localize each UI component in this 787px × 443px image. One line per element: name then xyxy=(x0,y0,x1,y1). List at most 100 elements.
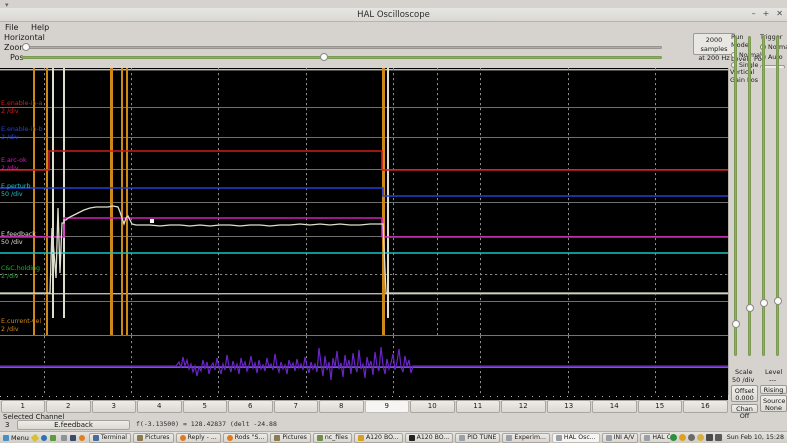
channel-tab-3[interactable]: 3 xyxy=(91,400,136,413)
system-tray: Sun Feb 10, 15:28 xyxy=(669,434,787,441)
offset-button[interactable]: Offset 0.000 xyxy=(731,385,758,402)
window-icon xyxy=(316,434,323,441)
taskbar-window-terminal[interactable]: Terminal xyxy=(88,432,132,443)
vertical-gain-track[interactable] xyxy=(734,36,737,356)
window-icon xyxy=(92,434,99,441)
taskbar-window-hal-osc[interactable]: HAL Osc... xyxy=(551,432,600,443)
tray-user-icon[interactable] xyxy=(696,434,704,441)
tray-network-icon[interactable] xyxy=(714,434,722,441)
channel-tab-6[interactable]: 6 xyxy=(228,400,273,413)
chan-off-button[interactable]: Chan Off xyxy=(731,404,758,420)
pencil-icon[interactable] xyxy=(30,433,40,442)
trace-feedback xyxy=(0,205,728,294)
offset-label: Offset xyxy=(734,387,755,395)
tray-disk-icon[interactable] xyxy=(687,434,695,441)
tray-bell-icon[interactable] xyxy=(678,434,686,441)
taskbar-window-ini-av[interactable]: INI A/V xyxy=(601,432,639,443)
channel-tab-11[interactable]: 11 xyxy=(455,400,500,413)
channel-tab-13[interactable]: 13 xyxy=(546,400,591,413)
channel-tab-16[interactable]: 16 xyxy=(683,400,728,413)
selected-channel-row: Selected Channel 3 E.feedback f(-3.13500… xyxy=(0,413,728,431)
trigger-level-label: Level xyxy=(731,55,749,63)
channel-label-holding[interactable]: C&C.holding 2 /div xyxy=(1,265,41,280)
taskbar-window-pictures-2[interactable]: Pictures xyxy=(270,432,311,443)
channel-tab-strip[interactable]: 1 2 3 4 5 6 7 8 9 10 11 12 13 14 15 16 xyxy=(0,400,728,413)
source-label: Source xyxy=(763,397,786,405)
terminal-icon[interactable] xyxy=(69,434,76,441)
globe-icon[interactable] xyxy=(40,434,47,441)
channel-tab-1[interactable]: 1 xyxy=(0,400,45,413)
trigger-pos-knob[interactable] xyxy=(773,297,782,305)
tray-update-icon[interactable] xyxy=(669,434,677,441)
menu-item-file[interactable]: File xyxy=(5,23,19,32)
channel-tab-2[interactable]: 2 xyxy=(46,400,91,413)
channel-tab-10[interactable]: 10 xyxy=(410,400,455,413)
desktop-top-strip xyxy=(0,0,787,8)
sample-rate-box[interactable]: 2000 samples at 200 Hz xyxy=(693,33,735,62)
selected-channel-title: Selected Channel xyxy=(3,413,65,421)
title-bar: ▾ HAL Oscilloscope – + ✕ xyxy=(0,1,787,22)
window-icon xyxy=(506,434,513,441)
window-menu-arrow-icon[interactable]: ▾ xyxy=(5,1,9,9)
minimize-icon[interactable]: – xyxy=(751,9,756,18)
channel-label-enable-in-a[interactable]: E.enable-in-a 2 /div xyxy=(1,100,43,115)
start-menu-icon[interactable] xyxy=(3,434,9,441)
vertical-pos-track[interactable] xyxy=(748,36,751,356)
taskbar-window-pid-tune[interactable]: PID TUNE xyxy=(455,432,501,443)
trigger-pos-track[interactable] xyxy=(776,36,779,356)
taskbar-window-a120bo-1[interactable]: A120 BO... xyxy=(353,432,403,443)
taskbar-window-a120bo-2[interactable]: A120 BO... xyxy=(404,432,454,443)
channel-label-feedback[interactable]: E.feedback 50 /div xyxy=(1,231,36,246)
scope-lower-pane[interactable] xyxy=(0,336,728,395)
trigger-source-button[interactable]: Source None xyxy=(760,395,787,412)
close-icon[interactable]: ✕ xyxy=(776,9,783,18)
window-icon xyxy=(644,434,651,441)
taskbar-clock[interactable]: Sun Feb 10, 15:28 xyxy=(726,434,784,441)
horizontal-title: Horizontal xyxy=(4,33,45,42)
channel-tab-5[interactable]: 5 xyxy=(182,400,227,413)
tray-volume-icon[interactable] xyxy=(705,434,713,441)
trace-feedback-edges xyxy=(52,68,389,318)
channel-label-arc-ok[interactable]: E.arc-ok 2 /div xyxy=(1,157,27,172)
menu-bar: File Help xyxy=(0,22,787,33)
trigger-edge-button[interactable]: Rising xyxy=(760,385,787,394)
channel-tab-4[interactable]: 4 xyxy=(137,400,182,413)
selected-channel-signal-button[interactable]: E.feedback xyxy=(17,420,130,430)
channel-tab-8[interactable]: 8 xyxy=(319,400,364,413)
horizontal-pos-knob[interactable] xyxy=(320,53,328,61)
window-icon xyxy=(179,434,186,441)
browser-icon[interactable] xyxy=(78,434,85,441)
taskbar-window-pictures-1[interactable]: Pictures xyxy=(133,432,174,443)
level-label: Level xyxy=(765,368,783,376)
channel-tab-14[interactable]: 14 xyxy=(592,400,637,413)
channel-tab-15[interactable]: 15 xyxy=(637,400,682,413)
channel-label-enable-in-b[interactable]: E.enable-in-b 2 /div xyxy=(1,126,43,141)
trigger-level-track[interactable] xyxy=(762,36,765,356)
scope-waveform-canvas[interactable] xyxy=(0,68,728,395)
taskbar-window-rods[interactable]: Rods "S... xyxy=(222,432,269,443)
window-icon xyxy=(137,434,144,441)
start-menu-button[interactable]: Menu xyxy=(11,433,29,442)
taskbar-window-experim[interactable]: Experim... xyxy=(502,432,550,443)
desktop-taskbar: Menu Terminal Pictures Reply - ... Rods … xyxy=(0,431,787,443)
zoom-slider-knob[interactable] xyxy=(22,43,30,51)
taskbar-window-nc-files[interactable]: nc_files xyxy=(312,432,352,443)
files-icon[interactable] xyxy=(49,434,56,441)
taskbar-window-hal-co[interactable]: HAL Co... xyxy=(640,432,670,443)
taskbar-window-reply[interactable]: Reply - ... xyxy=(175,432,221,443)
channel-label-current-vel[interactable]: E.current-vel 2 /div xyxy=(1,318,42,333)
channel-tab-9[interactable]: 9 xyxy=(364,400,409,413)
vertical-pos-knob[interactable] xyxy=(745,304,754,312)
channel-tab-12[interactable]: 12 xyxy=(501,400,546,413)
scale-value: 50 /div xyxy=(732,376,755,384)
printer-icon[interactable] xyxy=(60,434,67,441)
channel-tab-7[interactable]: 7 xyxy=(273,400,318,413)
horizontal-pos-track[interactable] xyxy=(22,56,662,59)
trigger-level-knob[interactable] xyxy=(759,299,768,307)
menu-item-help[interactable]: Help xyxy=(30,23,50,32)
maximize-icon[interactable]: + xyxy=(762,9,770,18)
channel-label-perturb[interactable]: E.perturb 50 /div xyxy=(1,183,31,198)
vertical-panel: Level Pos Vertical Gain Pos Scale 50 /di… xyxy=(728,36,787,420)
zoom-slider-track[interactable] xyxy=(22,46,662,49)
vertical-gain-knob[interactable] xyxy=(731,320,740,328)
